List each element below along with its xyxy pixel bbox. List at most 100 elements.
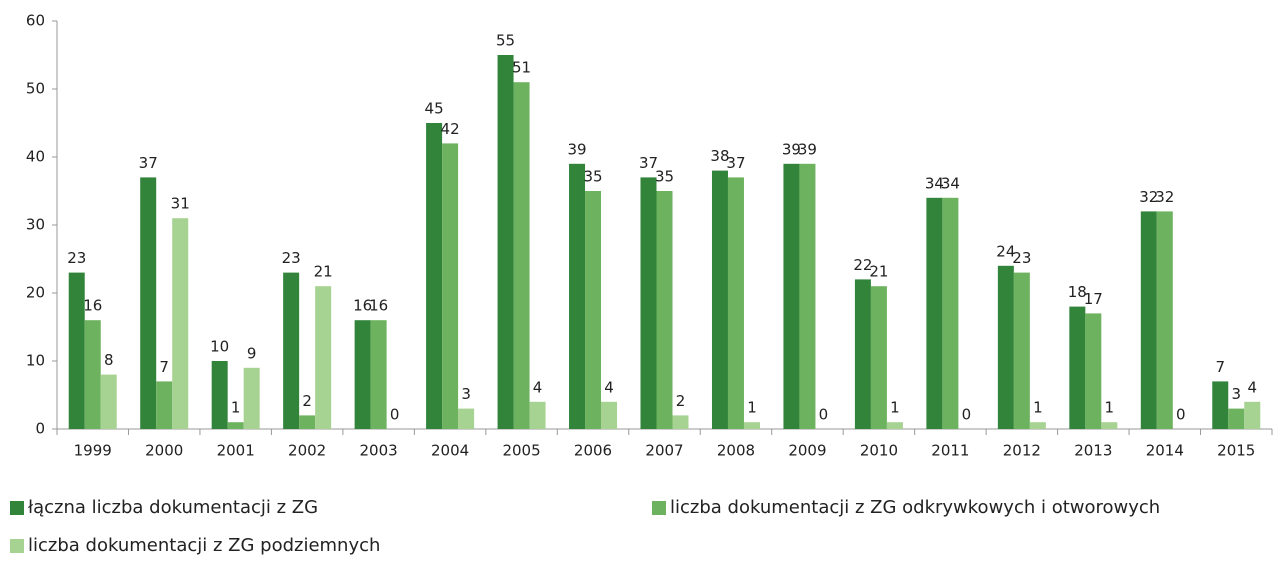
data-label: 0 xyxy=(962,406,972,424)
bar xyxy=(354,320,371,429)
data-label: 1 xyxy=(1033,399,1043,417)
bar xyxy=(156,381,173,429)
bar xyxy=(656,191,673,429)
data-label: 21 xyxy=(869,263,888,281)
x-tick-label: 2010 xyxy=(860,442,898,460)
bar xyxy=(299,415,316,429)
bar xyxy=(926,197,943,429)
x-tick-label: 2005 xyxy=(502,442,540,460)
x-tick-label: 2000 xyxy=(145,442,183,460)
data-label: 7 xyxy=(159,358,169,376)
bar xyxy=(211,361,228,429)
data-label: 4 xyxy=(533,378,543,396)
x-tick-label: 2009 xyxy=(788,442,826,460)
x-tick-label: 2002 xyxy=(288,442,326,460)
data-label: 34 xyxy=(925,174,944,192)
x-tick-label: 2012 xyxy=(1003,442,1041,460)
bar xyxy=(585,191,602,429)
bar xyxy=(1029,422,1046,429)
bar xyxy=(442,143,459,429)
bar xyxy=(140,177,157,429)
data-label: 39 xyxy=(798,140,817,158)
bar xyxy=(497,55,514,429)
data-label: 51 xyxy=(512,59,531,77)
bar xyxy=(1101,422,1118,429)
data-label: 34 xyxy=(941,174,960,192)
y-tick-label: 0 xyxy=(35,420,45,438)
x-tick-label: 2011 xyxy=(931,442,969,460)
data-label: 2 xyxy=(676,392,686,410)
legend-swatch xyxy=(10,539,24,553)
legend-swatch xyxy=(652,501,666,515)
y-tick-label: 40 xyxy=(26,148,45,166)
bar xyxy=(1212,381,1229,429)
legend-label: liczba dokumentacji z ZG podziemnych xyxy=(28,535,380,556)
bar xyxy=(458,408,475,429)
bar xyxy=(743,422,760,429)
data-label: 0 xyxy=(1176,406,1186,424)
x-tick-label: 2015 xyxy=(1217,442,1255,460)
data-label: 39 xyxy=(567,140,586,158)
data-label: 7 xyxy=(1215,358,1225,376)
bar xyxy=(854,279,871,429)
bar xyxy=(513,82,530,429)
data-label: 1 xyxy=(890,399,900,417)
data-label: 31 xyxy=(171,195,190,213)
bar xyxy=(227,422,244,429)
bar xyxy=(1228,408,1245,429)
data-label: 16 xyxy=(369,297,388,315)
x-tick-label: 2008 xyxy=(717,442,755,460)
data-label: 0 xyxy=(390,406,400,424)
x-tick-label: 1999 xyxy=(74,442,112,460)
data-label: 16 xyxy=(83,297,102,315)
x-tick-label: 2004 xyxy=(431,442,469,460)
data-label: 39 xyxy=(782,140,801,158)
data-label: 22 xyxy=(853,256,872,274)
bar xyxy=(783,163,800,430)
x-tick-label: 2003 xyxy=(360,442,398,460)
data-label: 32 xyxy=(1155,188,1174,206)
bar xyxy=(727,177,744,429)
bar xyxy=(1069,306,1086,429)
data-label: 24 xyxy=(996,242,1015,260)
data-label: 1 xyxy=(747,399,757,417)
bar xyxy=(1085,313,1102,429)
data-label: 0 xyxy=(819,406,829,424)
legend-label: liczba dokumentacji z ZG odkrywkowych i … xyxy=(670,497,1160,518)
x-tick-label: 2006 xyxy=(574,442,612,460)
bar xyxy=(370,320,387,429)
data-label: 35 xyxy=(655,168,674,186)
bar xyxy=(942,197,959,429)
data-label: 42 xyxy=(441,120,460,138)
data-label: 8 xyxy=(104,351,114,369)
x-tick-label: 2007 xyxy=(645,442,683,460)
bar xyxy=(84,320,101,429)
y-tick-label: 30 xyxy=(26,216,45,234)
bar xyxy=(886,422,903,429)
data-label: 23 xyxy=(282,249,301,267)
bar xyxy=(569,163,586,430)
legend-label: łączna liczba dokumentacji z ZG xyxy=(28,497,318,518)
x-tick-label: 2014 xyxy=(1146,442,1184,460)
bar xyxy=(426,123,443,429)
data-label: 55 xyxy=(496,32,515,50)
data-label: 23 xyxy=(1012,249,1031,267)
data-label: 3 xyxy=(1231,385,1241,403)
bar xyxy=(100,374,117,429)
bar xyxy=(1244,401,1261,429)
y-tick-label: 10 xyxy=(26,352,45,370)
bar xyxy=(243,367,260,429)
data-label: 18 xyxy=(1068,283,1087,301)
data-label: 4 xyxy=(604,378,614,396)
bar xyxy=(529,401,546,429)
data-label: 38 xyxy=(710,147,729,165)
bar xyxy=(672,415,689,429)
bar xyxy=(283,272,300,429)
bar xyxy=(997,265,1014,429)
bar xyxy=(1156,211,1173,429)
y-tick-label: 60 xyxy=(26,12,45,30)
bar xyxy=(1013,272,1030,429)
data-label: 37 xyxy=(726,154,745,172)
bar xyxy=(870,286,887,429)
data-label: 32 xyxy=(1139,188,1158,206)
